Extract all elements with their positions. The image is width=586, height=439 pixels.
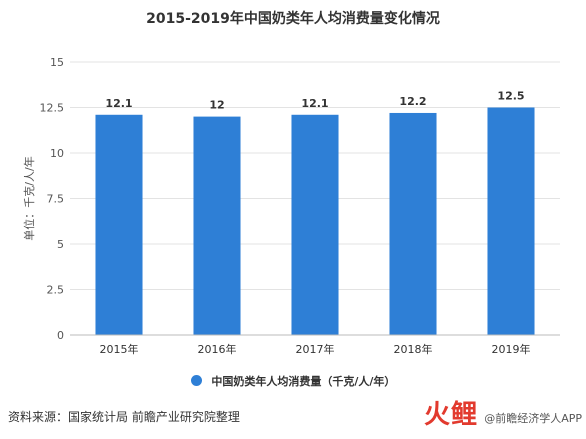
legend-label: 中国奶类年人均消费量（千克/人/年） [211,375,396,388]
data-label: 12.5 [497,90,524,103]
bar [487,107,535,335]
legend-swatch [190,375,202,386]
x-tick-label: 2015年 [100,342,139,356]
x-tick-label: 2019年 [492,342,531,356]
bar [291,114,339,335]
y-axis-title: 单位：千克/人/年 [22,156,36,240]
x-tick-label: 2016年 [198,342,237,356]
y-tick-label: 0 [57,329,64,342]
bar [389,112,437,336]
watermark-logo: 火鲤 [423,400,478,430]
y-tick-label: 7.5 [47,193,65,206]
data-label: 12 [209,99,224,112]
source-note: 资料来源：国家统计局 前瞻产业研究院整理 [8,410,240,424]
bar [95,114,143,335]
y-tick-label: 2.5 [47,284,65,297]
data-label: 12.1 [105,97,132,110]
bar [193,116,241,335]
chart-title: 2015-2019年中国奶类年人均消费量变化情况 [146,11,440,27]
data-label: 12.2 [399,95,426,108]
x-tick-label: 2017年 [296,342,335,356]
chart-legend: 中国奶类年人均消费量（千克/人/年） [0,373,586,389]
y-tick-label: 10 [50,147,64,160]
data-label: 12.1 [301,97,328,110]
watermark-app-label: @前瞻经济学人APP [484,412,582,425]
y-tick-label: 15 [50,56,64,69]
y-tick-label: 5 [57,238,64,251]
x-tick-label: 2018年 [394,342,433,356]
y-tick-label: 12.5 [40,102,65,115]
